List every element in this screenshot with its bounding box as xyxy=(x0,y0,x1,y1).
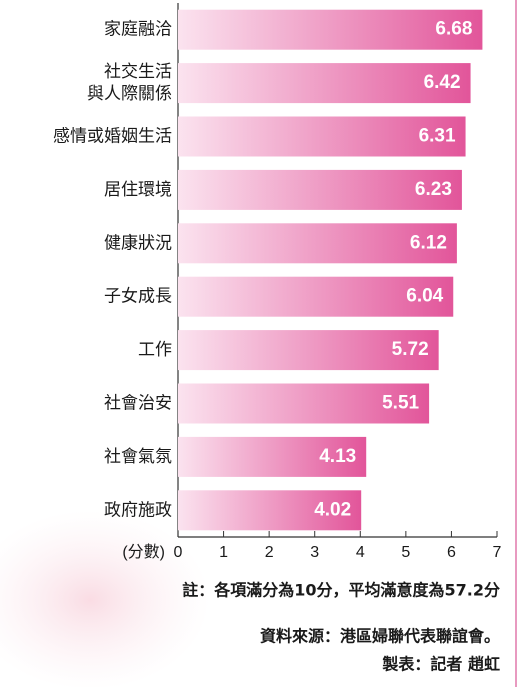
value-label: 4.13 xyxy=(319,446,356,467)
category-label: 健康狀況 xyxy=(104,233,172,253)
category-label: 感情或婚姻生活 xyxy=(53,127,172,147)
value-label: 6.12 xyxy=(410,232,447,253)
value-label: 6.04 xyxy=(406,286,443,307)
category-label: 家庭融洽 xyxy=(104,20,172,40)
bar xyxy=(178,169,462,210)
category-label: 社會治安 xyxy=(104,394,172,414)
value-label: 5.72 xyxy=(392,339,429,360)
x-tick-label: 5 xyxy=(401,544,410,561)
category-label: 居住環境 xyxy=(104,180,172,200)
value-label: 6.42 xyxy=(424,72,461,93)
source: 資料來源：港區婦聯代表聯誼會。 xyxy=(260,627,500,646)
category-label: 政府施政 xyxy=(104,500,172,520)
category-label: 子女成長 xyxy=(104,287,172,307)
note: 註：各項滿分為10分，平均滿意度為57.2分 xyxy=(182,581,500,600)
x-tick-label: 2 xyxy=(265,544,274,561)
x-tick-label: 6 xyxy=(447,544,456,561)
bar xyxy=(178,276,454,317)
bar xyxy=(178,63,471,104)
x-tick-label: 3 xyxy=(310,544,319,561)
bar xyxy=(178,436,367,477)
x-tick-label: 7 xyxy=(493,544,502,561)
x-axis-label: (分數) xyxy=(122,543,165,561)
bar xyxy=(178,116,466,157)
bar xyxy=(178,9,483,50)
credit: 製表：記者 趙虹 xyxy=(381,655,500,674)
value-label: 6.68 xyxy=(435,19,472,40)
category-label: 社交生活與人際關係 xyxy=(87,62,172,104)
bar xyxy=(178,223,457,264)
decoration xyxy=(0,510,210,687)
category-label: 工作 xyxy=(138,340,172,360)
bar xyxy=(178,330,439,371)
bar xyxy=(178,490,362,531)
x-tick-label: 0 xyxy=(174,544,183,561)
value-label: 4.02 xyxy=(314,499,351,520)
bar xyxy=(178,383,430,424)
x-tick-label: 4 xyxy=(356,544,365,561)
value-label: 5.51 xyxy=(382,393,419,414)
value-label: 6.23 xyxy=(415,179,452,200)
x-tick-label: 1 xyxy=(219,544,228,561)
value-label: 6.31 xyxy=(419,126,456,147)
category-label: 社會氣氛 xyxy=(104,447,172,467)
